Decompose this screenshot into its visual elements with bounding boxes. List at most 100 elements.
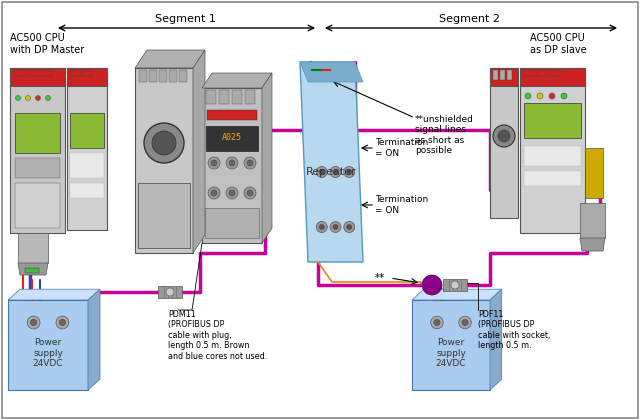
- Polygon shape: [8, 289, 100, 300]
- Bar: [70, 183, 104, 198]
- Circle shape: [434, 319, 440, 326]
- Bar: [207, 110, 257, 120]
- Bar: [70, 70, 80, 76]
- Bar: [70, 153, 104, 178]
- Bar: [158, 286, 182, 298]
- Bar: [149, 70, 157, 82]
- Circle shape: [316, 166, 327, 178]
- Text: **: **: [375, 273, 385, 283]
- Bar: [205, 208, 259, 238]
- Bar: [507, 70, 512, 80]
- Circle shape: [459, 316, 471, 329]
- Bar: [524, 171, 581, 186]
- Bar: [139, 70, 147, 82]
- Bar: [82, 70, 92, 76]
- Text: Termination
= ON: Termination = ON: [375, 138, 428, 158]
- Bar: [232, 90, 242, 104]
- Circle shape: [330, 221, 341, 233]
- Bar: [202, 88, 262, 243]
- Circle shape: [549, 93, 555, 99]
- Bar: [550, 70, 560, 76]
- Circle shape: [333, 170, 338, 174]
- Text: A025: A025: [222, 134, 242, 142]
- Circle shape: [347, 225, 352, 229]
- Circle shape: [333, 225, 338, 229]
- Text: Termination
= ON: Termination = ON: [375, 195, 428, 215]
- Circle shape: [451, 281, 459, 289]
- Circle shape: [330, 166, 341, 178]
- Polygon shape: [490, 289, 502, 390]
- Circle shape: [60, 319, 66, 326]
- Circle shape: [422, 275, 442, 295]
- Bar: [219, 90, 229, 104]
- Circle shape: [26, 95, 31, 100]
- Polygon shape: [135, 50, 205, 68]
- Circle shape: [525, 93, 531, 99]
- Circle shape: [15, 95, 20, 100]
- Text: PDF11
(PROFIBUS DP
cable with socket,
length 0.5 m.: PDF11 (PROFIBUS DP cable with socket, le…: [478, 310, 550, 350]
- Text: Repeater: Repeater: [306, 167, 356, 177]
- Bar: [524, 103, 581, 138]
- Text: PDM11
(PROFIBUS DP
cable with plug,
length 0.5 m. Brown
and blue cores not used.: PDM11 (PROFIBUS DP cable with plug, leng…: [168, 310, 268, 361]
- Bar: [443, 279, 467, 291]
- Circle shape: [226, 187, 238, 199]
- Circle shape: [493, 125, 515, 147]
- Bar: [169, 70, 177, 82]
- Bar: [70, 113, 104, 148]
- Bar: [585, 148, 603, 198]
- Bar: [15, 158, 60, 178]
- Bar: [490, 68, 518, 218]
- Bar: [520, 68, 585, 86]
- Circle shape: [247, 160, 253, 166]
- Polygon shape: [18, 263, 48, 275]
- Bar: [206, 90, 216, 104]
- Circle shape: [344, 166, 355, 178]
- Polygon shape: [300, 62, 363, 262]
- Polygon shape: [193, 50, 205, 253]
- Text: AC500 CPU
with DP Master: AC500 CPU with DP Master: [10, 34, 84, 55]
- Polygon shape: [412, 289, 502, 300]
- Bar: [490, 68, 518, 86]
- Bar: [67, 68, 107, 86]
- Polygon shape: [88, 289, 100, 390]
- Circle shape: [319, 170, 324, 174]
- Bar: [8, 300, 88, 390]
- Bar: [67, 68, 107, 230]
- Bar: [15, 183, 60, 228]
- Circle shape: [247, 190, 253, 196]
- Circle shape: [229, 190, 235, 196]
- Bar: [412, 300, 490, 390]
- Circle shape: [229, 160, 235, 166]
- Circle shape: [208, 157, 220, 169]
- Bar: [42, 70, 52, 76]
- Circle shape: [152, 131, 176, 155]
- Bar: [524, 70, 534, 76]
- Text: Segment 1: Segment 1: [155, 14, 216, 24]
- Circle shape: [211, 160, 217, 166]
- Bar: [493, 70, 498, 80]
- Circle shape: [35, 95, 40, 100]
- Bar: [524, 146, 581, 166]
- Bar: [159, 70, 167, 82]
- Polygon shape: [580, 238, 605, 251]
- Polygon shape: [262, 73, 272, 243]
- Text: Power
supply
24VDC: Power supply 24VDC: [33, 338, 63, 368]
- Bar: [14, 70, 24, 76]
- Circle shape: [244, 187, 256, 199]
- Bar: [18, 233, 48, 263]
- Circle shape: [28, 316, 40, 329]
- Polygon shape: [300, 62, 363, 82]
- Circle shape: [462, 319, 468, 326]
- Circle shape: [56, 316, 69, 329]
- Text: **unshielded
signal lines
as short as
possible: **unshielded signal lines as short as po…: [415, 115, 474, 155]
- Bar: [10, 68, 65, 86]
- Circle shape: [537, 93, 543, 99]
- Bar: [206, 126, 258, 151]
- Bar: [10, 68, 65, 233]
- Bar: [537, 70, 547, 76]
- Bar: [580, 203, 605, 238]
- Circle shape: [226, 157, 238, 169]
- Circle shape: [344, 221, 355, 233]
- Circle shape: [144, 123, 184, 163]
- Circle shape: [45, 95, 51, 100]
